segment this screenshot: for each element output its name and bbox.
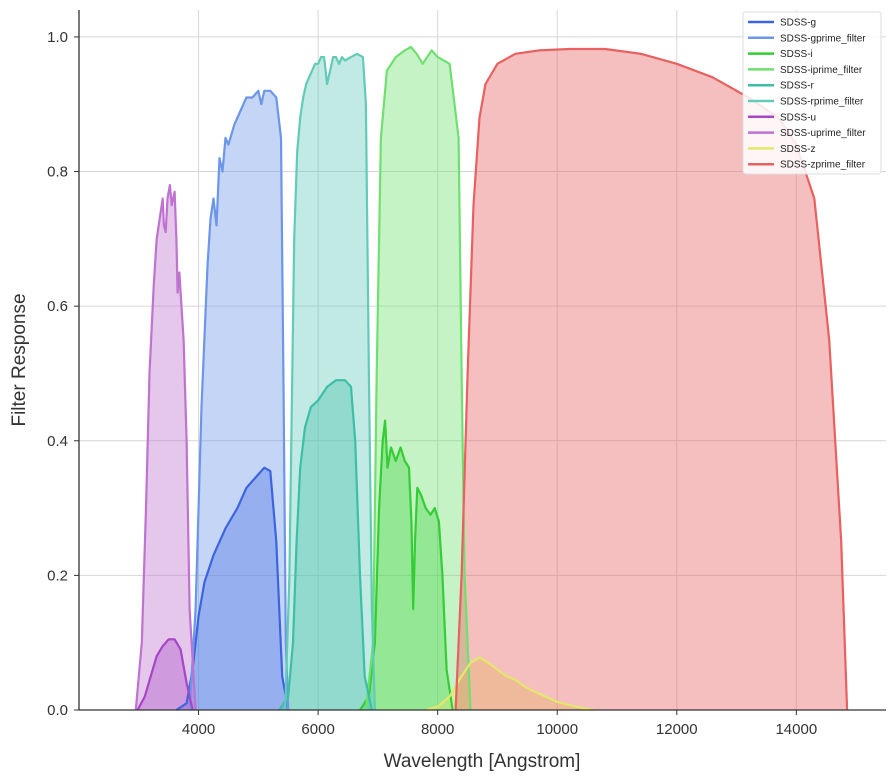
x-tick-label: 14000 xyxy=(775,721,817,738)
legend-label: SDSS-z xyxy=(780,144,816,155)
series-lines xyxy=(134,45,849,712)
y-tick-label: 0.4 xyxy=(47,433,68,450)
area-sdss-iprime-filter xyxy=(365,47,471,710)
series-fills xyxy=(135,47,848,711)
x-tick-label: 12000 xyxy=(656,721,698,738)
legend-box xyxy=(742,11,882,175)
y-tick-labels: 0.0 0.2 0.4 0.6 0.8 1.0 xyxy=(47,29,68,719)
area-sdss-zprime-filter xyxy=(455,49,848,710)
legend-label: SDSS-gprime_filter xyxy=(780,33,866,44)
legend-label: SDSS-iprime_filter xyxy=(780,65,863,76)
x-tick-label: 8000 xyxy=(421,721,454,738)
area-sdss-z xyxy=(425,657,594,710)
area-sdss-uprime-filter xyxy=(135,185,196,710)
line-sdss-zprime-filter xyxy=(454,47,849,711)
area-sdss-g xyxy=(176,467,289,710)
area-sdss-gprime-filter xyxy=(189,90,289,711)
legend: SDSS-g SDSS-gprime_filter SDSS-i SDSS-iprim… xyxy=(742,11,882,175)
x-tick-label: 4000 xyxy=(182,721,215,738)
line-sdss-i xyxy=(359,419,454,711)
y-tick-label: 0.2 xyxy=(47,567,68,584)
line-sdss-r xyxy=(278,379,373,711)
legend-label: SDSS-u xyxy=(780,112,816,123)
y-tick-label: 0.0 xyxy=(47,702,68,719)
line-sdss-rprime-filter xyxy=(284,52,376,711)
axes xyxy=(78,10,886,711)
line-sdss-uprime-filter xyxy=(134,183,197,711)
x-tick-label: 6000 xyxy=(301,721,334,738)
legend-label: SDSS-uprime_filter xyxy=(780,128,866,139)
line-sdss-gprime-filter xyxy=(188,89,290,711)
line-sdss-g xyxy=(175,466,290,711)
area-sdss-r xyxy=(279,380,372,710)
area-sdss-u xyxy=(137,639,193,710)
x-tick-labels: 4000 6000 8000 10000 12000 14000 xyxy=(182,721,817,738)
x-axis-title: Wavelength [Angstrom] xyxy=(384,751,581,772)
area-sdss-i xyxy=(360,420,453,710)
x-tick-label: 10000 xyxy=(536,721,578,738)
y-tick-label: 0.6 xyxy=(47,298,68,315)
legend-label: SDSS-i xyxy=(780,49,813,60)
y-tick-label: 1.0 xyxy=(47,29,68,46)
line-sdss-iprime-filter xyxy=(364,45,472,711)
legend-label: SDSS-g xyxy=(780,18,816,29)
y-axis-title: Filter Response xyxy=(9,293,30,426)
area-sdss-rprime-filter xyxy=(285,53,375,711)
legend-label: SDSS-rprime_filter xyxy=(780,97,864,108)
legend-label: SDSS-r xyxy=(780,81,815,92)
legend-label: SDSS-zprime_filter xyxy=(780,160,866,171)
line-sdss-u xyxy=(136,638,194,711)
y-tick-label: 0.8 xyxy=(47,164,68,181)
